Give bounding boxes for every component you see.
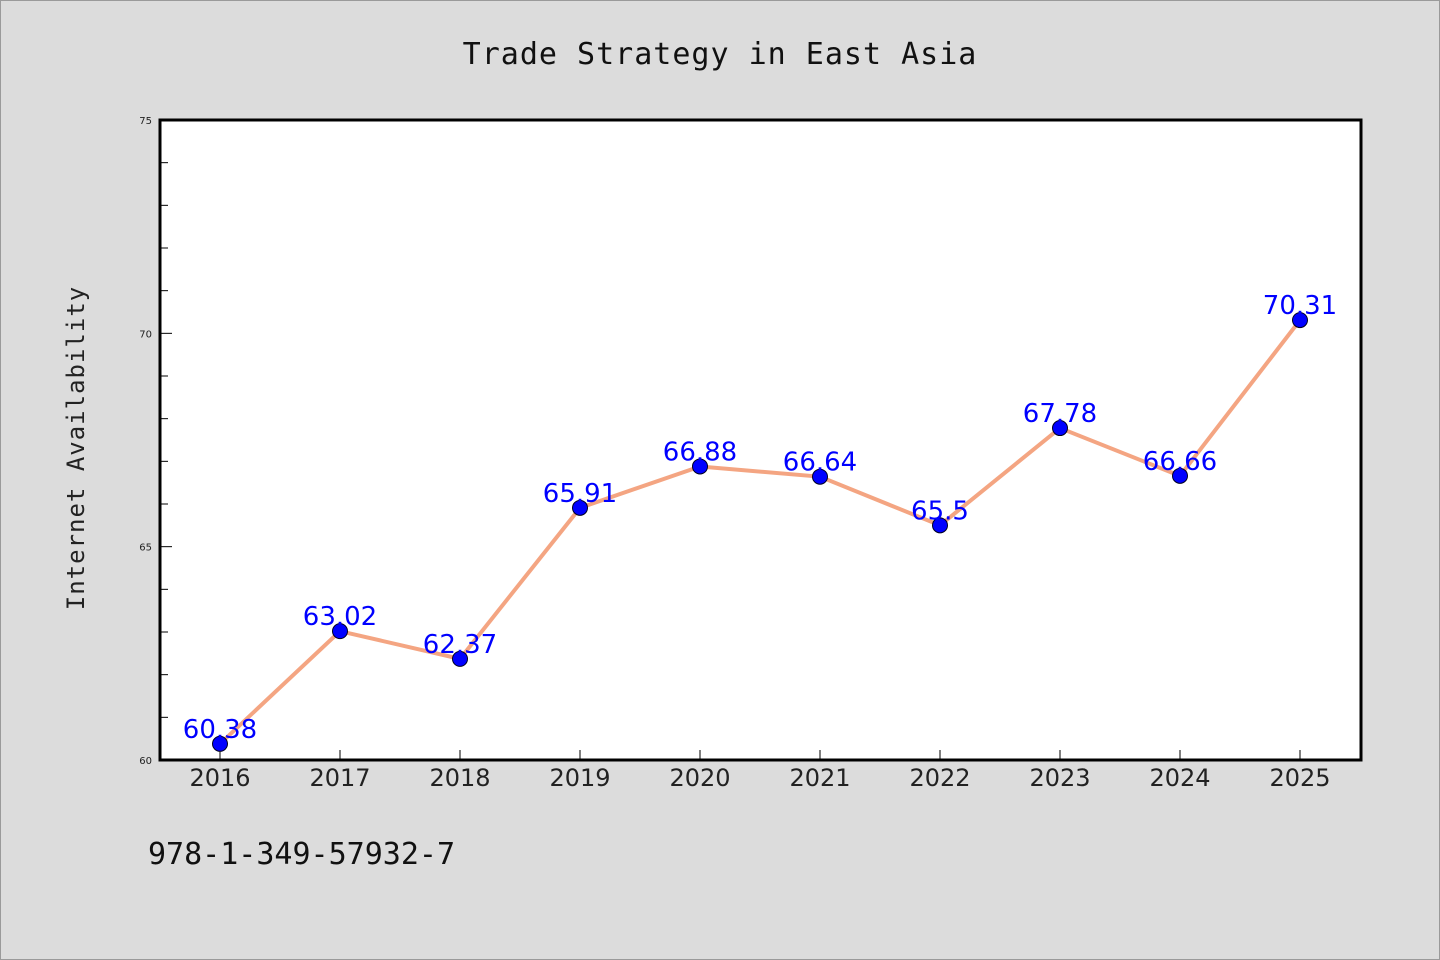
plot-area bbox=[158, 118, 1363, 762]
x-tick-label: 2020 bbox=[669, 764, 730, 792]
data-point-marker bbox=[692, 458, 708, 475]
data-point-marker bbox=[812, 468, 828, 485]
data-point-label: 62.37 bbox=[423, 630, 497, 660]
x-tick-label: 2021 bbox=[789, 764, 850, 792]
y-tick-label: 70 bbox=[139, 329, 152, 340]
data-point-marker bbox=[1052, 420, 1068, 437]
data-point-marker bbox=[572, 499, 588, 516]
data-point-label: 63.02 bbox=[303, 602, 377, 632]
data-point-marker bbox=[332, 623, 348, 640]
data-point-label: 66.88 bbox=[663, 437, 737, 467]
data-point-label: 66.66 bbox=[1143, 447, 1217, 477]
x-tick-label: 2019 bbox=[549, 764, 610, 792]
x-tick-label: 2022 bbox=[909, 764, 970, 792]
x-axis: 2016 2017 2018 2019 2020 2021 2022 2023 2024 2025 bbox=[189, 750, 1331, 792]
data-point-label: 70.31 bbox=[1263, 291, 1337, 321]
series-line-group bbox=[212, 312, 1308, 752]
x-tick-label: 2018 bbox=[429, 764, 490, 792]
x-tick-label: 2024 bbox=[1149, 764, 1210, 792]
data-point-marker bbox=[212, 735, 228, 752]
x-tick-label: 2016 bbox=[189, 764, 250, 792]
y-axis: 60 65 70 75 bbox=[139, 116, 172, 767]
data-point-marker bbox=[1172, 467, 1188, 484]
data-point-label: 66.64 bbox=[783, 448, 857, 478]
x-tick-label: 2023 bbox=[1029, 764, 1090, 792]
data-point-label: 65.91 bbox=[543, 479, 617, 509]
chart-title: Trade Strategy in East Asia bbox=[463, 37, 978, 72]
data-point-label: 60.38 bbox=[183, 715, 257, 745]
y-tick-label: 60 bbox=[139, 756, 152, 767]
data-point-marker bbox=[452, 650, 468, 667]
series-line bbox=[218, 318, 1302, 746]
data-point-label: 65.5 bbox=[911, 496, 969, 526]
y-tick-label: 65 bbox=[139, 543, 152, 554]
y-axis-label: Internet Availability bbox=[62, 286, 90, 610]
y-tick-label: 75 bbox=[139, 116, 152, 127]
data-point-label: 67.78 bbox=[1023, 399, 1097, 429]
data-labels-group: 60.38 63.02 62.37 65.91 66.88 66.64 65.5 67.78 6… bbox=[183, 291, 1337, 745]
x-tick-label: 2025 bbox=[1269, 764, 1330, 792]
footer-isbn: 978-1-349-57932-7 bbox=[148, 837, 455, 872]
data-point-marker bbox=[1292, 312, 1308, 329]
x-tick-label: 2017 bbox=[309, 764, 370, 792]
data-point-marker bbox=[932, 517, 948, 534]
